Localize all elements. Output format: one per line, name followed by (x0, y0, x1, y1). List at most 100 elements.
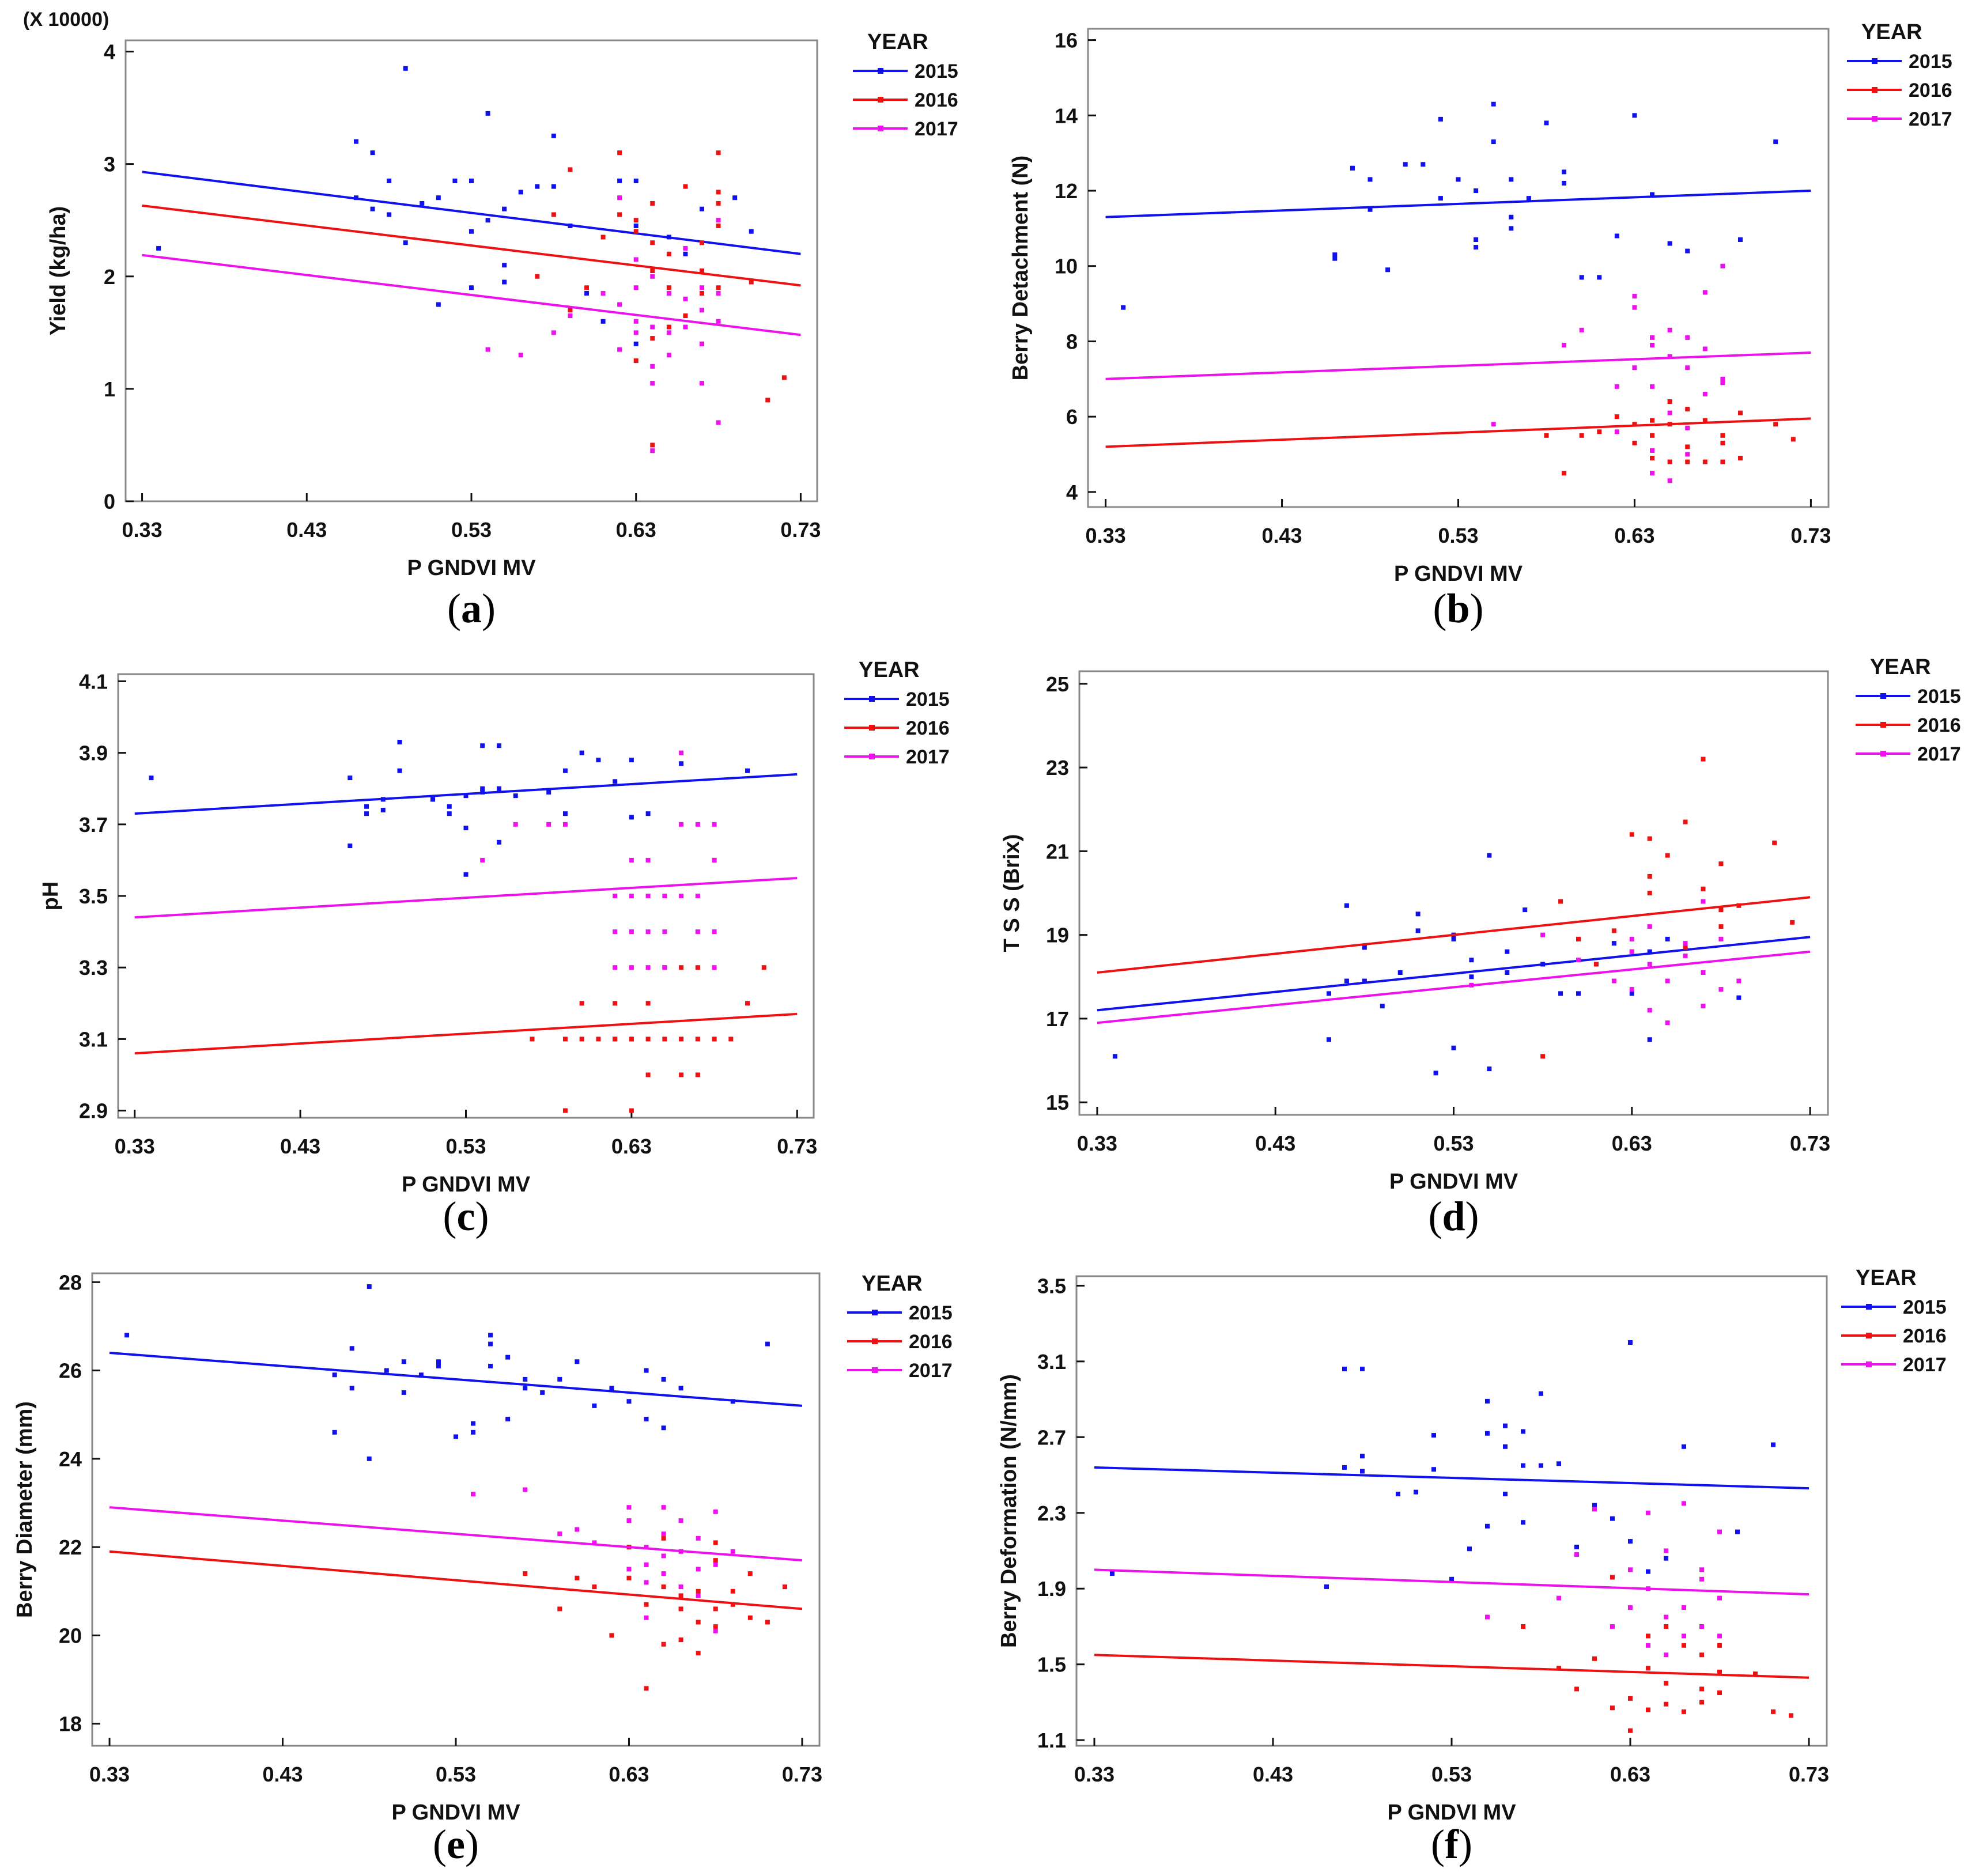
data-point-2015 (1449, 1576, 1454, 1582)
x-axis-label: P GNDVI MV (1387, 1801, 1516, 1825)
legend-entry-2015: 2015 (906, 689, 950, 710)
data-point-2016 (1717, 1690, 1722, 1695)
data-point-2017 (679, 750, 684, 755)
data-point-2017 (1718, 987, 1724, 992)
data-point-2017 (592, 1540, 597, 1545)
data-point-2015 (1431, 1467, 1436, 1472)
data-point-2016 (568, 167, 573, 172)
data-point-2016 (1699, 1700, 1704, 1705)
y-tick-label: 2.9 (79, 1099, 108, 1123)
data-point-2015 (1467, 1546, 1472, 1552)
data-point-2015 (454, 1434, 458, 1439)
data-point-2015 (1540, 962, 1546, 967)
legend-entry-2016: 2016 (915, 89, 958, 111)
data-point-2016 (1650, 456, 1655, 461)
data-point-2016 (562, 1037, 568, 1042)
fit-line-2015 (1097, 936, 1811, 1012)
data-point-2017 (644, 1615, 649, 1620)
y-tick-label: 3.5 (79, 884, 108, 908)
data-point-2015 (1579, 275, 1584, 280)
legend: YEAR 2015 2016 2017 (1841, 1266, 1947, 1376)
data-point-2016 (1521, 1624, 1525, 1629)
data-point-2015 (1403, 162, 1408, 167)
data-point-2015 (732, 195, 738, 201)
data-point-2017 (629, 929, 634, 935)
data-point-2017 (1702, 346, 1707, 351)
data-point-2017 (650, 324, 655, 330)
data-point-2015 (1414, 1489, 1418, 1495)
data-point-2015 (1738, 237, 1743, 242)
data-point-2016 (551, 212, 556, 217)
data-point-2017 (1650, 448, 1655, 453)
data-point-2017 (600, 291, 606, 296)
data-point-2015 (1121, 305, 1126, 310)
fit-line-2016 (1105, 417, 1811, 448)
data-point-2015 (430, 797, 436, 802)
data-point-2015 (447, 811, 452, 816)
fit-line-2016 (142, 204, 801, 287)
data-point-2016 (1647, 836, 1652, 841)
data-point-2016 (1646, 1633, 1650, 1639)
data-point-2017 (666, 291, 671, 296)
data-point-2017 (696, 1593, 701, 1598)
data-point-2016 (730, 1602, 735, 1607)
data-point-2017 (1629, 936, 1634, 941)
data-point-2017 (551, 330, 556, 335)
data-point-2015 (349, 1386, 354, 1391)
data-point-2015 (387, 212, 392, 217)
fit-line-2017 (1094, 1568, 1809, 1596)
data-point-2016 (749, 279, 754, 285)
data-point-2017 (633, 319, 639, 324)
data-point-2015 (1562, 169, 1567, 175)
data-point-2015 (1327, 1037, 1331, 1042)
data-point-2015 (1360, 1454, 1365, 1459)
legend-marker-2017 (1866, 1361, 1872, 1367)
x-tick-label: 0.73 (777, 1134, 817, 1158)
data-point-2017 (1650, 335, 1655, 340)
data-point-2015 (1474, 245, 1479, 250)
data-point-2017 (485, 347, 490, 352)
data-point-2015 (403, 240, 408, 245)
legend-marker-2015 (878, 68, 883, 74)
data-point-2015 (149, 776, 154, 781)
data-point-2015 (1544, 120, 1549, 126)
data-point-2015 (496, 839, 501, 845)
data-point-2017 (1664, 1614, 1668, 1620)
data-point-2015 (370, 206, 375, 211)
panel-label-a: (a) (447, 585, 496, 631)
data-point-2017 (1650, 342, 1655, 347)
data-point-2016 (1650, 433, 1655, 438)
y-tick-label: 12 (1055, 179, 1078, 203)
fit-line-2015 (1105, 190, 1811, 218)
y-tick-label: 22 (59, 1535, 82, 1559)
data-point-2015 (1503, 1491, 1508, 1496)
fit-line-2017 (142, 254, 801, 336)
data-point-2015 (397, 739, 402, 744)
data-point-2015 (502, 263, 507, 268)
data-point-2017 (1562, 342, 1567, 347)
data-point-2017 (661, 1505, 666, 1510)
data-point-2016 (650, 201, 655, 206)
y-tick-label: 2 (104, 265, 115, 289)
data-point-2015 (471, 1421, 476, 1426)
data-point-2015 (1632, 113, 1637, 118)
data-point-2017 (1574, 1552, 1579, 1557)
data-point-2017 (1647, 1008, 1652, 1013)
data-point-2017 (1628, 1567, 1633, 1572)
data-point-2015 (679, 761, 684, 766)
data-point-2017 (645, 857, 651, 863)
data-point-2017 (1682, 1605, 1686, 1610)
panel-label-f: (f) (1431, 1821, 1472, 1867)
data-point-2017 (683, 324, 688, 330)
data-point-2017 (644, 1562, 649, 1567)
x-tick-label: 0.63 (1614, 524, 1654, 547)
data-point-2017 (1667, 478, 1672, 483)
data-point-2017 (1702, 391, 1707, 396)
legend-marker-2015 (1880, 693, 1886, 699)
data-point-2015 (1438, 116, 1443, 122)
data-point-2017 (562, 822, 568, 827)
data-point-2016 (1738, 410, 1743, 415)
data-point-2017 (700, 308, 704, 313)
data-point-2016 (1632, 440, 1637, 445)
data-point-2016 (712, 1037, 717, 1042)
